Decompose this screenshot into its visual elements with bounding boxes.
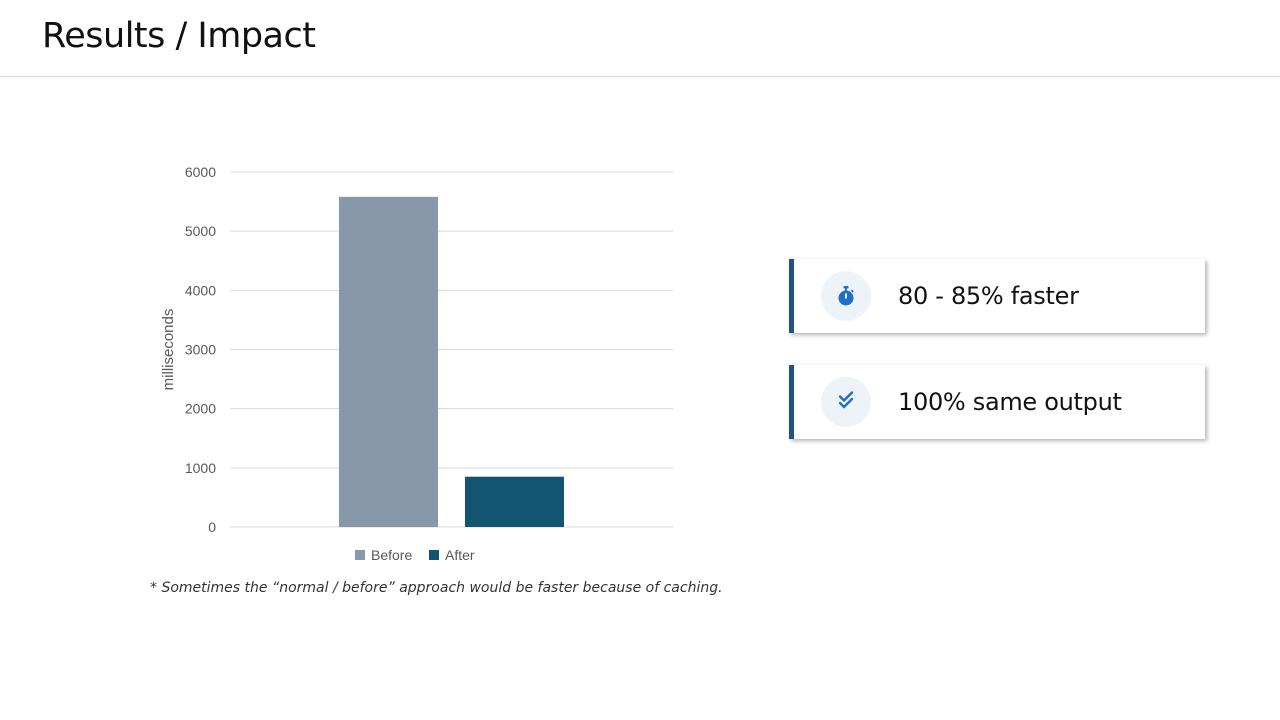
- title-divider: [0, 76, 1280, 77]
- y-tick-label: 2000: [185, 401, 216, 417]
- bar-chart: 0 1000 2000 3000 4000 5000 6000 milliseconds Bef…: [160, 164, 673, 563]
- stat-output-text: 100% same output: [898, 388, 1122, 416]
- stat-card-speed: 80 - 85% faster: [789, 259, 1205, 333]
- y-tick-label: 1000: [185, 460, 216, 476]
- page-title: Results / Impact: [42, 16, 316, 56]
- double-check-icon: [838, 391, 854, 409]
- y-tick-label: 3000: [185, 342, 216, 358]
- legend-label-before: Before: [371, 547, 412, 563]
- stopwatch-icon: [838, 286, 854, 306]
- legend-swatch-after: [429, 550, 439, 560]
- bar-before: [339, 196, 438, 527]
- stopwatch-icon-badge: [821, 271, 871, 321]
- chart-footnote: * Sometimes the “normal / before” approa…: [150, 580, 723, 596]
- y-tick-label: 5000: [185, 223, 216, 239]
- y-tick-label: 4000: [185, 282, 216, 298]
- legend-swatch-before: [355, 550, 365, 560]
- stat-card-output: 100% same output: [789, 365, 1205, 439]
- y-axis-title: milliseconds: [160, 309, 177, 391]
- stat-speed-text: 80 - 85% faster: [898, 282, 1079, 310]
- y-tick-label: 6000: [185, 164, 216, 180]
- double-check-icon-badge: [821, 377, 871, 427]
- y-tick-label: 0: [208, 519, 216, 535]
- bar-after: [465, 476, 564, 527]
- legend-label-after: After: [445, 547, 475, 563]
